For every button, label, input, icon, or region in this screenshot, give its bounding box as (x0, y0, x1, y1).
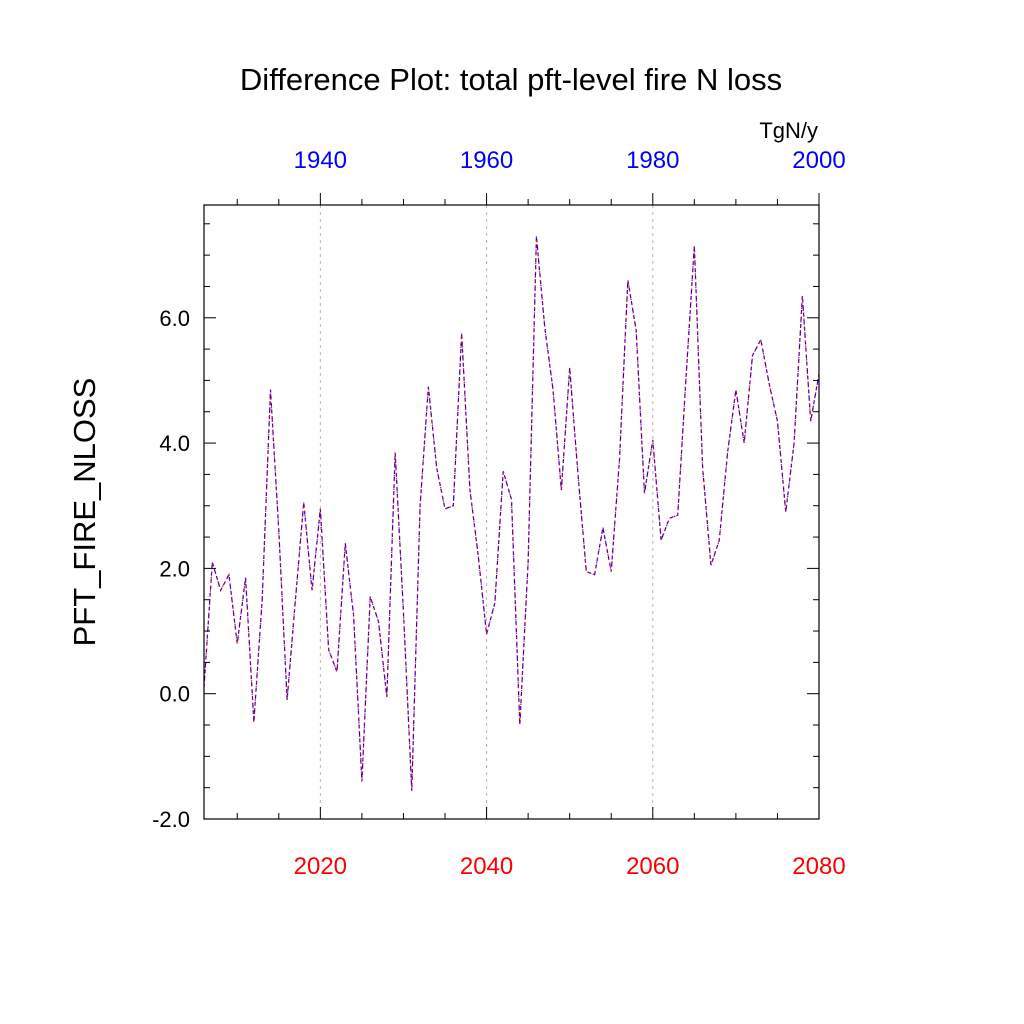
x-tick-label-top: 1960 (460, 147, 513, 174)
x-tick-label-bottom: 2060 (626, 853, 679, 880)
tick-labels: -2.0 0.0 2.0 4.0 6.0 2020 2040 2060 2080 1940 1960… (152, 147, 846, 880)
plot-frame (203, 204, 820, 820)
series-line-2 (203, 236, 820, 791)
x-tick-label-bottom: 2020 (294, 853, 347, 880)
y-tick-label: -2.0 (152, 807, 190, 832)
series-lines (203, 236, 820, 791)
axes (203, 204, 820, 820)
y-tick-label: 4.0 (159, 431, 190, 456)
units-label: TgN/y (759, 118, 818, 143)
x-tick-label-top: 1980 (626, 147, 679, 174)
y-tick-label: 2.0 (159, 556, 190, 581)
x-tick-label-bottom: 2080 (792, 853, 845, 880)
tick-marks (204, 193, 820, 820)
series-line-1 (203, 236, 820, 791)
chart-title: Difference Plot: total pft-level fire N … (240, 62, 782, 97)
x-tick-label-bottom: 2040 (460, 853, 513, 880)
x-tick-label-top: 2000 (792, 147, 845, 174)
x-tick-label-top: 1940 (294, 147, 347, 174)
y-tick-label: 6.0 (159, 306, 190, 331)
grid-lines (319, 205, 654, 819)
y-axis-label: PFT_FIRE_NLOSS (67, 378, 102, 647)
y-tick-label: 0.0 (159, 682, 190, 707)
